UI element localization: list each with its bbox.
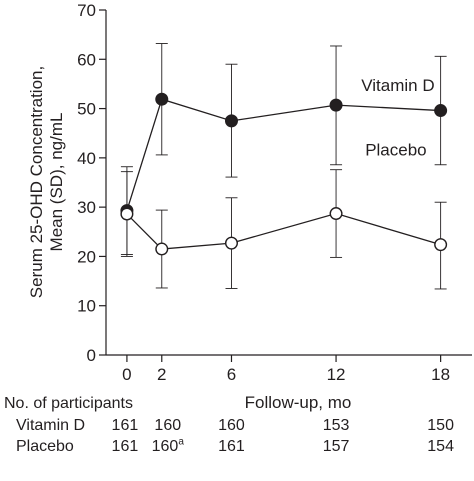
data-point xyxy=(224,114,238,128)
x-tick-label: 18 xyxy=(431,365,450,384)
participants-count: 153 xyxy=(322,417,350,434)
data-point xyxy=(329,207,343,221)
participants-row-label: Placebo xyxy=(16,438,74,455)
footnote-marker: a xyxy=(178,436,184,448)
y-tick-label: 20 xyxy=(77,247,96,266)
participants-count: 150 xyxy=(427,417,454,434)
participants-count: 157 xyxy=(322,438,350,455)
y-tick-label: 40 xyxy=(77,149,96,168)
participants-count: 154 xyxy=(427,438,454,455)
x-tick-label: 2 xyxy=(157,365,166,384)
x-axis-ticks: 0 2 6 12 18 xyxy=(122,355,450,384)
data-point xyxy=(155,242,169,256)
y-tick-label: 70 xyxy=(77,1,96,20)
participants-count: 160 xyxy=(218,417,245,434)
participants-title: No. of participants xyxy=(4,395,133,412)
y-axis-label: Serum 25-OHD Concentration, Mean (SD), n… xyxy=(27,66,66,298)
y-axis-label-line-2: Mean (SD), ng/mL xyxy=(47,113,66,252)
x-tick-label: 6 xyxy=(227,365,236,384)
participants-count: 161 xyxy=(111,417,139,434)
y-tick-label: 30 xyxy=(77,198,96,217)
y-tick-label: 50 xyxy=(77,100,96,119)
series-line xyxy=(126,212,441,250)
participants-count: 161 xyxy=(111,438,139,455)
participants-row-label: Vitamin D xyxy=(16,417,86,434)
data-point xyxy=(434,238,448,252)
participants-count: 160a xyxy=(151,436,184,455)
data-point xyxy=(224,236,238,250)
y-axis-ticks: 0 10 20 30 40 50 60 70 xyxy=(77,1,106,365)
y-axis-label-line-1: Serum 25-OHD Concentration, xyxy=(27,66,46,298)
x-tick-label: 0 xyxy=(122,365,131,384)
x-axis-label: Follow-up, mo xyxy=(245,393,352,412)
x-tick-label: 12 xyxy=(327,365,346,384)
y-tick-label: 60 xyxy=(77,50,96,69)
participants-count: 160 xyxy=(154,417,182,434)
data-point xyxy=(329,98,343,112)
y-tick-label: 10 xyxy=(77,297,96,316)
participants-table: No. of participants Vitamin D 161 160 160 15… xyxy=(0,395,474,481)
y-tick-label: 0 xyxy=(87,346,96,365)
series-label: Placebo xyxy=(365,141,426,160)
plot-area: Vitamin D Placebo xyxy=(120,43,448,290)
data-point xyxy=(434,104,448,118)
series-placebo: Placebo xyxy=(120,141,448,290)
participants-count: 161 xyxy=(218,438,245,455)
series-label: Vitamin D xyxy=(361,76,434,95)
data-point xyxy=(120,207,134,221)
data-point xyxy=(155,92,169,106)
